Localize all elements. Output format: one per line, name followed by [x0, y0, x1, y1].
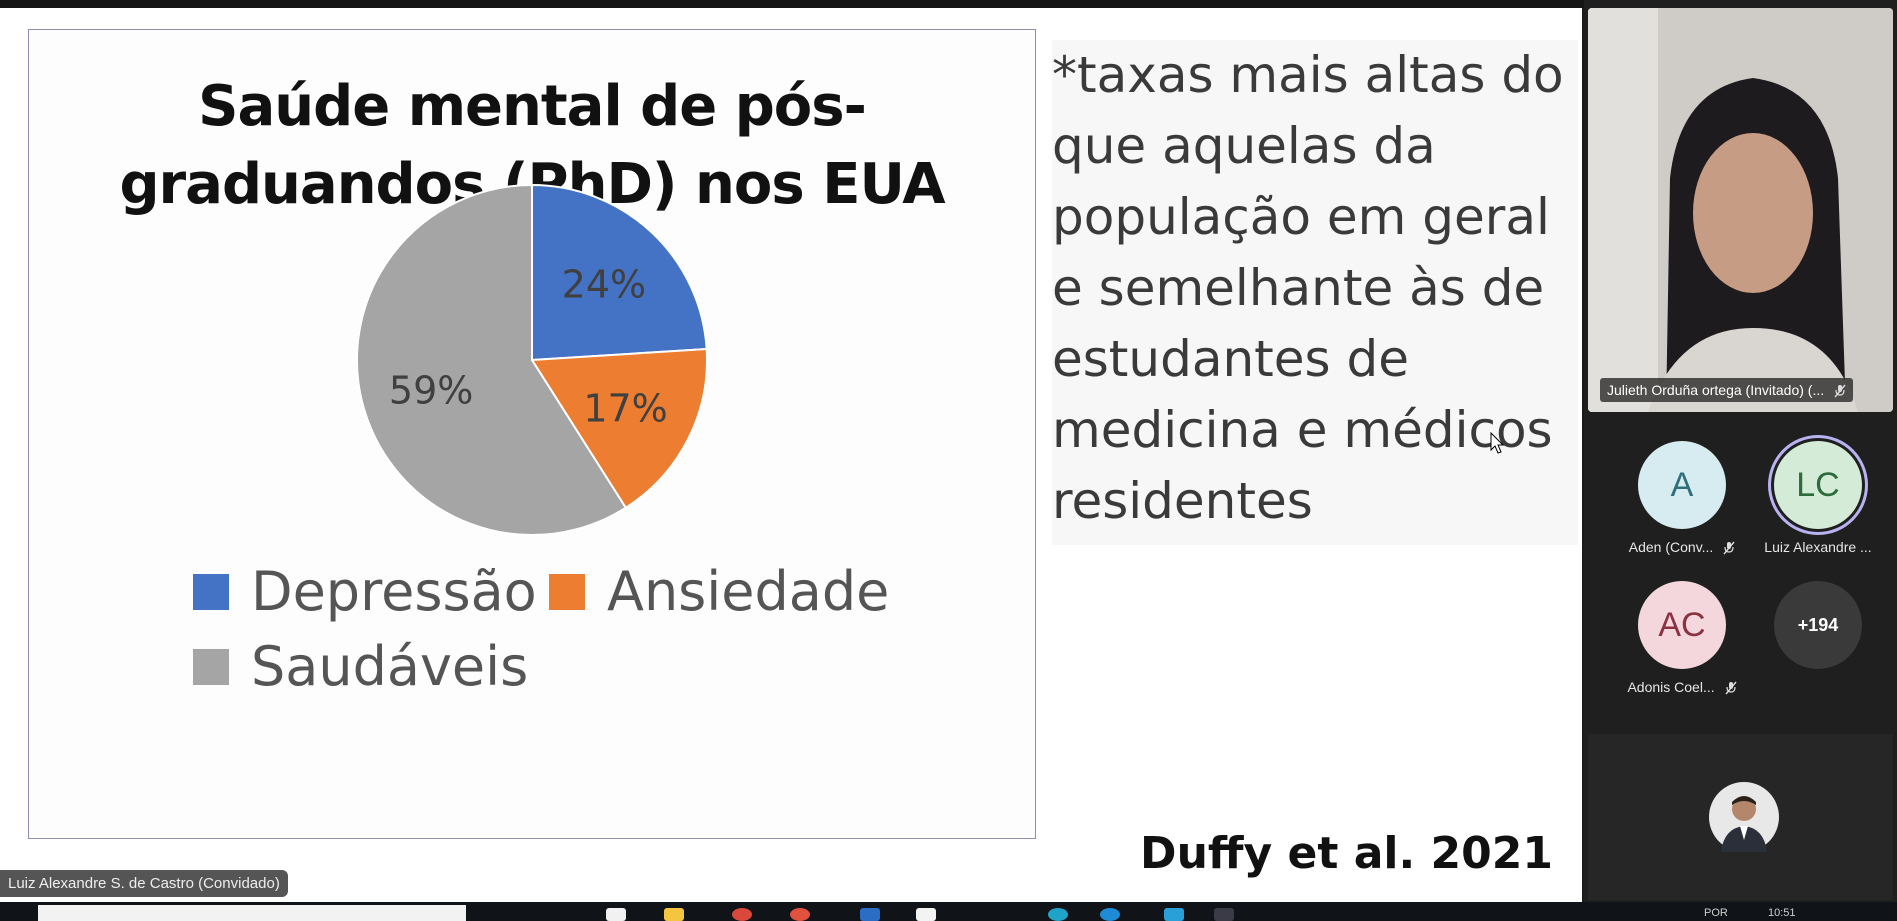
pie-slice-1 [530, 347, 708, 510]
taskbar-teams-icon[interactable] [1100, 908, 1120, 921]
more-participants-tile[interactable]: +194 [1743, 581, 1893, 711]
taskbar-app-icon[interactable] [790, 908, 810, 921]
mic-off-icon [1723, 541, 1735, 555]
main-participant-video[interactable]: Julieth Orduña ortega (Invitado) (... [1588, 8, 1893, 412]
mouse-cursor-icon [1490, 432, 1504, 454]
taskbar-folder-icon[interactable] [664, 908, 684, 921]
avatar-aden: A [1638, 441, 1726, 529]
participant-label-adonis: Adonis Coel... [1607, 679, 1757, 695]
pie-data-label-1: 17% [583, 387, 667, 431]
participant-tile-adonis[interactable]: AC Adonis Coel... [1607, 581, 1757, 711]
participant-label-aden: Aden (Conv... [1607, 539, 1757, 555]
more-participants-count[interactable]: +194 [1774, 581, 1862, 669]
slide-side-text: *taxas mais altas do que aquelas da popu… [1052, 40, 1578, 545]
taskbar-chrome-icon[interactable] [732, 908, 752, 921]
self-view-avatar-photo [1709, 782, 1779, 852]
main-video-name-label: Julieth Orduña ortega (Invitado) (... [1600, 377, 1853, 402]
taskbar-file-icon[interactable] [606, 908, 626, 921]
pie-slice-2 [356, 183, 628, 536]
pie-chart: 24% 17% 59% [356, 183, 708, 536]
avatar-luiz: LC [1774, 441, 1862, 529]
participant-name-aden: Aden (Conv... [1628, 539, 1714, 555]
participant-tile-luiz[interactable]: LC Luiz Alexandre ... [1743, 441, 1893, 571]
slide-citation: Duffy et al. 2021 [1140, 828, 1553, 879]
main-video-name-text: Julieth Orduña ortega (Invitado) (... [1607, 381, 1825, 398]
mic-off-icon [1724, 681, 1737, 695]
pie-data-label-2: 59% [389, 368, 473, 412]
window-top-bar [0, 0, 1897, 8]
taskbar-word-icon[interactable] [860, 908, 880, 921]
chart-frame: Saúde mental de pós-graduandos (PhD) nos… [28, 29, 1036, 839]
participant-name-adonis: Adonis Coel... [1627, 679, 1715, 695]
shared-slide: Saúde mental de pós-graduandos (PhD) nos… [0, 8, 1582, 902]
taskbar-search-box[interactable] [38, 905, 466, 921]
self-view-tile[interactable] [1588, 734, 1893, 900]
taskbar-notepad-icon[interactable] [916, 908, 936, 921]
participant-video-image [1588, 8, 1893, 412]
taskbar-clock[interactable]: 10:51 [1768, 907, 1796, 919]
taskbar-edge-icon[interactable] [1048, 908, 1068, 921]
participant-label-luiz: Luiz Alexandre ... [1743, 539, 1893, 555]
avatar-adonis: AC [1638, 581, 1726, 669]
taskbar-outlook-icon[interactable] [1164, 908, 1184, 921]
taskbar: POR 10:51 [0, 902, 1897, 921]
participants-panel: Julieth Orduña ortega (Invitado) (... A … [1584, 0, 1897, 902]
taskbar-active-app-icon[interactable] [1214, 908, 1234, 921]
pie-slice-0 [531, 183, 708, 362]
mic-off-icon [1834, 384, 1846, 398]
pie-data-label-0: 24% [562, 262, 646, 306]
presenter-name-tag: Luiz Alexandre S. de Castro (Convidado) [0, 870, 288, 897]
participant-name-luiz: Luiz Alexandre ... [1764, 539, 1872, 555]
participant-tile-aden[interactable]: A Aden (Conv... [1607, 441, 1757, 571]
taskbar-language[interactable]: POR [1704, 907, 1728, 919]
